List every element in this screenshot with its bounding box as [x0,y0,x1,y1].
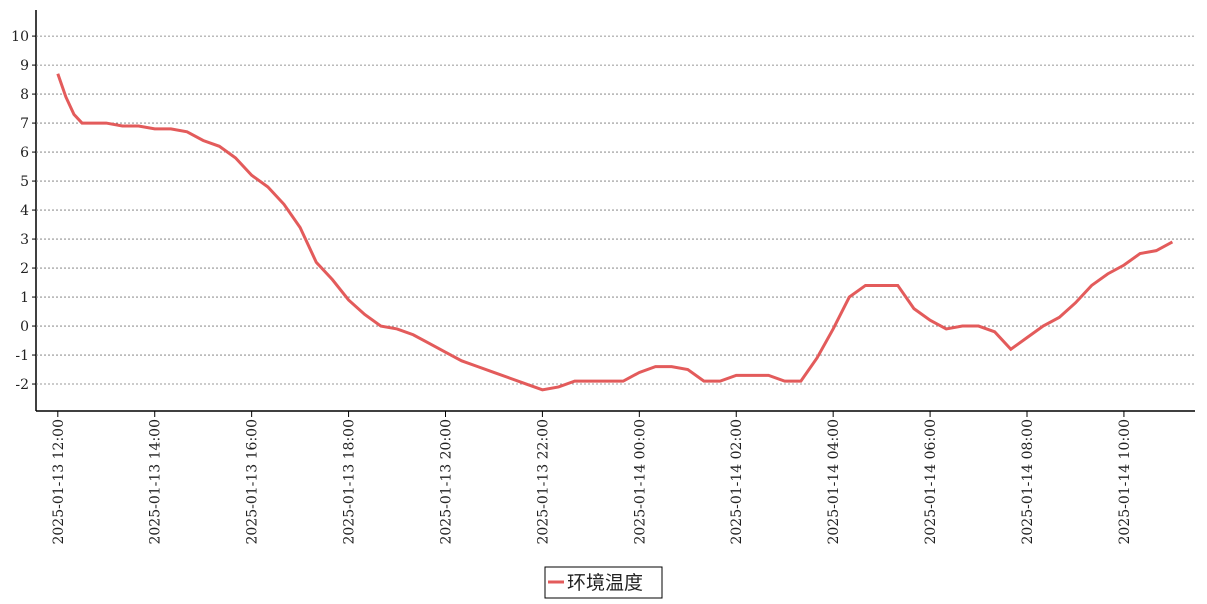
y-tick-label: 10 [11,29,29,45]
x-tick-label: 2025-01-13 20:00 [438,419,454,545]
x-tick-label: 2025-01-14 02:00 [729,419,745,545]
x-tick-label: 2025-01-13 22:00 [535,419,551,545]
y-tick-label: 5 [20,174,29,190]
y-tick-label: 9 [20,58,29,74]
x-tick-label: 2025-01-13 18:00 [342,419,358,545]
x-tick-label: 2025-01-14 10:00 [1117,419,1133,545]
y-tick-label: 3 [20,232,29,248]
x-tick-label: 2025-01-14 06:00 [923,419,939,545]
data-line [56,73,1174,392]
y-tick-label: -1 [15,348,29,364]
y-tick-label: 1 [20,290,29,306]
y-tick-label: 7 [20,116,29,132]
x-tick-label: 2025-01-13 12:00 [51,419,67,545]
legend-label: 环境温度 [567,572,643,594]
legend-box [544,566,663,599]
x-tick-label: 2025-01-14 00:00 [632,419,648,545]
x-tick-label: 2025-01-14 04:00 [826,419,842,545]
y-tick-label: 8 [20,87,29,103]
y-tick-label: -2 [15,377,29,393]
y-tick-label: 0 [20,319,29,335]
x-tick-label: 2025-01-14 08:00 [1020,419,1036,545]
x-tick-label: 2025-01-13 16:00 [245,419,261,545]
y-tick-label: 2 [20,261,29,277]
y-tick-label: 6 [20,145,29,161]
y-tick-label: 4 [20,203,29,219]
x-tick-label: 2025-01-13 14:00 [148,419,164,545]
